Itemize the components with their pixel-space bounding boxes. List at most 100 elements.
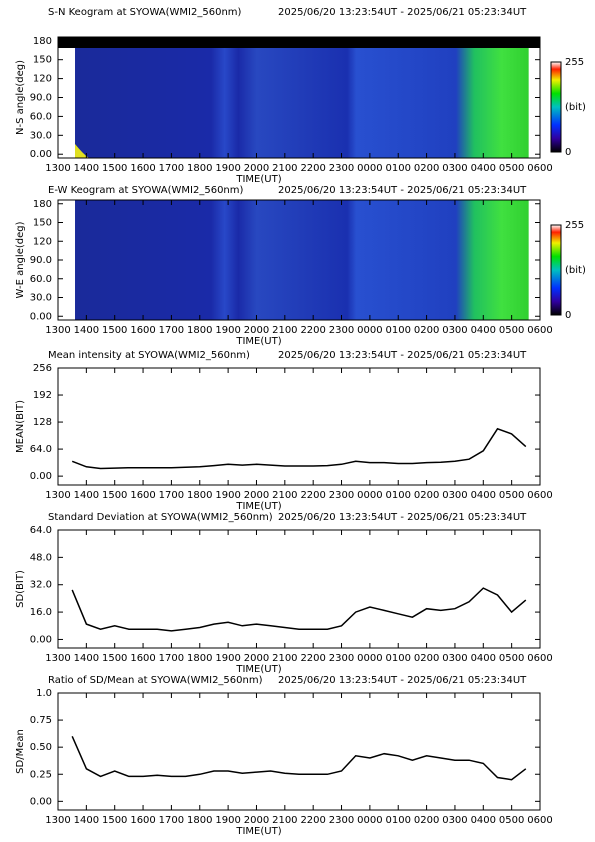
x-tick-label: 1700 [159, 815, 184, 826]
y-tick-label: 16.0 [30, 607, 52, 618]
y-tick-label: 0.00 [30, 311, 52, 322]
x-tick-label: 0400 [471, 490, 496, 501]
x-tick-label: 0200 [414, 653, 439, 664]
x-axis-label: TIME(UT) [235, 501, 281, 512]
x-tick-label: 1600 [130, 490, 155, 501]
x-tick-label: 2100 [272, 325, 297, 336]
keogram-image [75, 200, 529, 320]
y-tick-label: 120 [33, 74, 52, 85]
x-tick-label: 1800 [187, 163, 212, 174]
line [71, 587, 527, 632]
x-tick-label: 1600 [130, 653, 155, 664]
x-tick-label: 1900 [215, 815, 240, 826]
x-tick-label: 0500 [499, 490, 524, 501]
x-tick-label: 0600 [527, 163, 552, 174]
x-tick-label: 1400 [74, 163, 99, 174]
x-tick-label: 0300 [442, 815, 467, 826]
x-tick-label: 1700 [159, 325, 184, 336]
x-tick-label: 0000 [357, 490, 382, 501]
x-tick-label: 0000 [357, 653, 382, 664]
x-tick-label: 1500 [102, 325, 127, 336]
keogram-aurora [75, 144, 90, 158]
x-tick-label: 0000 [357, 325, 382, 336]
x-tick-label: 2000 [244, 490, 269, 501]
colorbar-tick-label: 255 [565, 220, 584, 231]
x-tick-label: 0100 [386, 163, 411, 174]
x-tick-label: 2000 [244, 815, 269, 826]
x-tick-label: 1300 [45, 325, 70, 336]
x-tick-label: 2100 [272, 163, 297, 174]
chart-title: E-W Keogram at SYOWA(WMI2_560nm) [48, 185, 244, 196]
x-tick-label: 2200 [300, 653, 325, 664]
x-tick-label: 0400 [471, 325, 496, 336]
x-tick-label: 0400 [471, 815, 496, 826]
x-tick-label: 1800 [187, 490, 212, 501]
x-tick-label: 1400 [74, 815, 99, 826]
x-tick-label: 0600 [527, 325, 552, 336]
chart-title: S-N Keogram at SYOWA(WMI2_560nm) [48, 7, 242, 18]
chart-subtitle: 2025/06/20 13:23:54UT - 2025/06/21 05:23… [278, 350, 527, 361]
x-tick-label: 1900 [215, 653, 240, 664]
x-tick-label: 0200 [414, 490, 439, 501]
y-tick-label: 1.0 [36, 688, 52, 699]
y-tick-label: 192 [33, 390, 52, 401]
x-tick-label: 0100 [386, 490, 411, 501]
x-tick-label: 0600 [527, 490, 552, 501]
x-tick-label: 1900 [215, 163, 240, 174]
x-tick-label: 1500 [102, 815, 127, 826]
colorbar [550, 61, 562, 153]
y-tick-label: 0.25 [30, 769, 52, 780]
x-tick-label: 1500 [102, 490, 127, 501]
y-tick-label: 30.0 [30, 293, 52, 304]
y-tick-label: 30.0 [30, 130, 52, 141]
x-tick-label: 1300 [45, 815, 70, 826]
y-tick-label: 120 [33, 236, 52, 247]
x-tick-label: 2200 [300, 325, 325, 336]
y-tick-label: 0.75 [30, 715, 52, 726]
y-tick-label: 64.0 [30, 444, 52, 455]
x-tick-label: 1600 [130, 325, 155, 336]
y-tick-label: 90.0 [30, 93, 52, 104]
x-tick-label: 0200 [414, 325, 439, 336]
x-tick-label: 2300 [329, 815, 354, 826]
y-axis-label: SD/Mean [15, 729, 26, 774]
plot-frame [57, 692, 541, 811]
x-tick-label: 0000 [357, 815, 382, 826]
x-tick-label: 2300 [329, 490, 354, 501]
plot-frame [57, 367, 541, 486]
y-tick-label: 180 [33, 36, 52, 47]
x-tick-label: 1300 [45, 490, 70, 501]
x-tick-label: 2300 [329, 163, 354, 174]
y-tick-label: 0.00 [30, 796, 52, 807]
x-axis-label: TIME(UT) [235, 826, 281, 837]
x-tick-label: 2200 [300, 490, 325, 501]
x-tick-label: 1600 [130, 163, 155, 174]
colorbar-label: (bit) [565, 102, 586, 113]
x-tick-label: 2000 [244, 653, 269, 664]
x-tick-label: 1300 [45, 163, 70, 174]
chart-title: Standard Deviation at SYOWA(WMI2_560nm) [48, 512, 273, 523]
x-tick-label: 1700 [159, 653, 184, 664]
x-axis-label: TIME(UT) [235, 336, 281, 347]
x-tick-label: 0600 [527, 815, 552, 826]
x-tick-label: 0300 [442, 653, 467, 664]
x-tick-label: 0400 [471, 653, 496, 664]
colorbar [550, 224, 562, 316]
y-tick-label: 48.0 [30, 552, 52, 563]
x-tick-label: 1900 [215, 325, 240, 336]
line [71, 735, 527, 781]
x-tick-label: 1300 [45, 653, 70, 664]
y-tick-label: 256 [33, 363, 52, 374]
x-tick-label: 0100 [386, 325, 411, 336]
colorbar-label: (bit) [565, 265, 586, 276]
chart-title: Ratio of SD/Mean at SYOWA(WMI2_560nm) [48, 675, 263, 686]
x-tick-label: 0300 [442, 490, 467, 501]
x-axis-label: TIME(UT) [235, 664, 281, 675]
y-tick-label: 128 [33, 417, 52, 428]
y-tick-label: 150 [33, 218, 52, 229]
x-tick-label: 0500 [499, 815, 524, 826]
x-tick-label: 0300 [442, 163, 467, 174]
x-tick-label: 0100 [386, 653, 411, 664]
y-tick-label: 0.00 [30, 634, 52, 645]
